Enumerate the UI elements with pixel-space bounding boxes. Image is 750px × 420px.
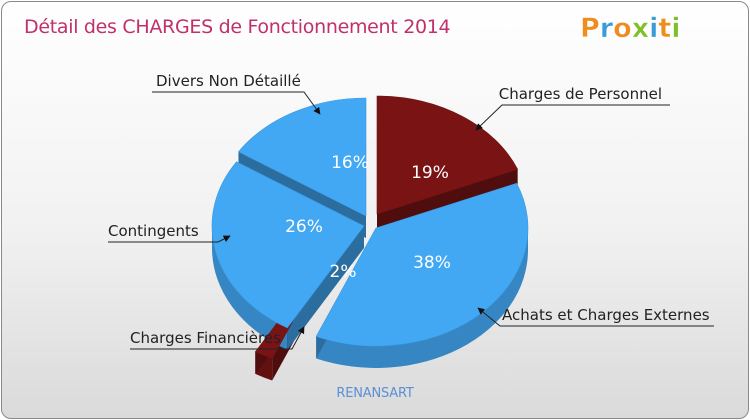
logo-letter: r	[600, 13, 614, 44]
pie-slice-percent: 16%	[331, 153, 369, 173]
pie-slice	[376, 95, 519, 215]
leader-line	[477, 307, 714, 327]
pie-slice-side	[316, 228, 528, 368]
logo-letter: i	[671, 13, 680, 44]
pie-slice-percent: 19%	[411, 163, 449, 183]
logo-letter: t	[658, 13, 671, 44]
pie-slice-label: Charges Financières	[130, 329, 281, 347]
pie-slice-cut	[287, 226, 364, 350]
leader-line	[152, 91, 321, 115]
pie-slice-side	[212, 226, 288, 350]
pie-slice	[238, 97, 367, 217]
logo-letter: o	[613, 13, 632, 44]
pie-slice-label: Divers Non Détaillé	[156, 72, 301, 90]
chart-title: Détail des CHARGES de Fonctionnement 201…	[24, 16, 451, 38]
logo-letter: i	[649, 13, 658, 44]
pie-slice-label: Achats et Charges Externes	[502, 306, 710, 324]
leader-line	[108, 235, 231, 243]
proxiti-logo: Proxiti	[580, 13, 681, 45]
commune-name: RENANSART	[336, 386, 414, 401]
leader-line	[130, 326, 305, 350]
pie-slice-percent: 2%	[330, 262, 357, 282]
pie-slice	[211, 161, 365, 329]
leader-line	[475, 104, 670, 131]
pie-slice-label: Charges de Personnel	[499, 85, 662, 103]
pie-slice-percent: 38%	[413, 253, 451, 273]
pie-slice-label: Contingents	[108, 222, 199, 240]
svg-text:Proxiti: Proxiti	[580, 13, 681, 44]
logo-letter: x	[632, 13, 649, 44]
logo-letter: P	[580, 13, 600, 44]
pie-slice-percent: 26%	[285, 217, 323, 237]
